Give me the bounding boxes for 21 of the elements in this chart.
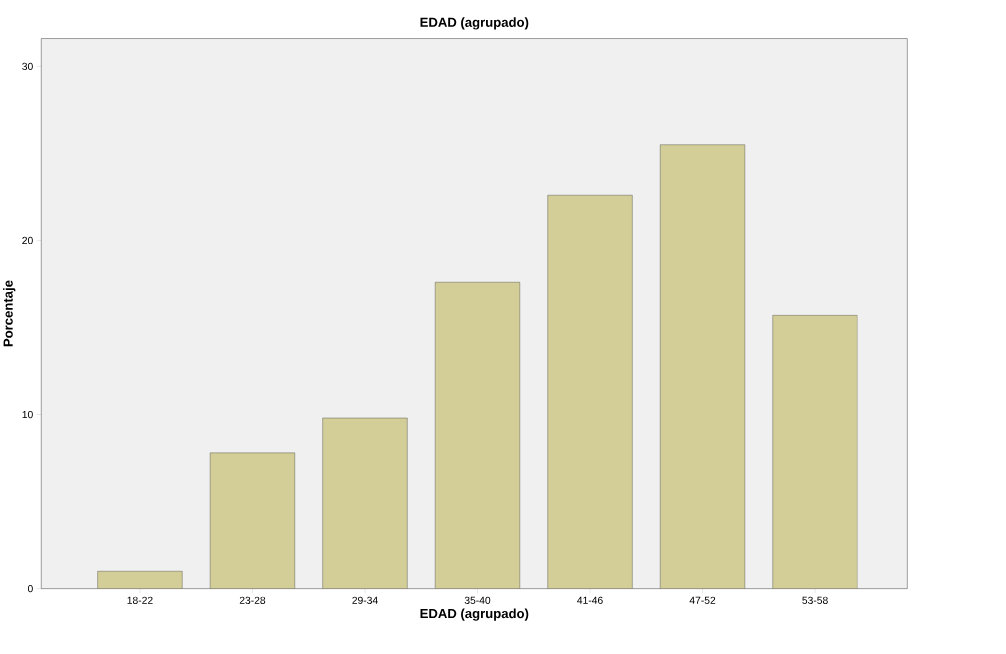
x-axis-title: EDAD (agrupado) (420, 608, 529, 621)
chart-title: EDAD (agrupado) (420, 17, 529, 30)
x-tick-label: 53-58 (802, 596, 828, 604)
x-tick-label: 23-28 (239, 596, 266, 604)
y-tick-label: 10 (22, 410, 33, 418)
x-tick-label: 47-52 (689, 596, 716, 604)
x-tick-label: 18-22 (127, 596, 153, 604)
bar (209, 452, 295, 589)
x-tick-label: 29-34 (352, 596, 378, 604)
bar (772, 314, 858, 589)
bar (660, 144, 746, 589)
y-axis-title: Porcentaje (3, 280, 16, 347)
bar (434, 281, 521, 589)
bar (547, 194, 633, 589)
y-tick-label: 20 (22, 236, 33, 244)
bar (322, 417, 408, 589)
bar (97, 570, 183, 589)
x-tick-label: 41-46 (577, 596, 603, 604)
y-tick-label: 0 (27, 584, 33, 593)
x-tick-label: 35-40 (464, 596, 491, 604)
y-tick-label: 30 (22, 62, 33, 70)
